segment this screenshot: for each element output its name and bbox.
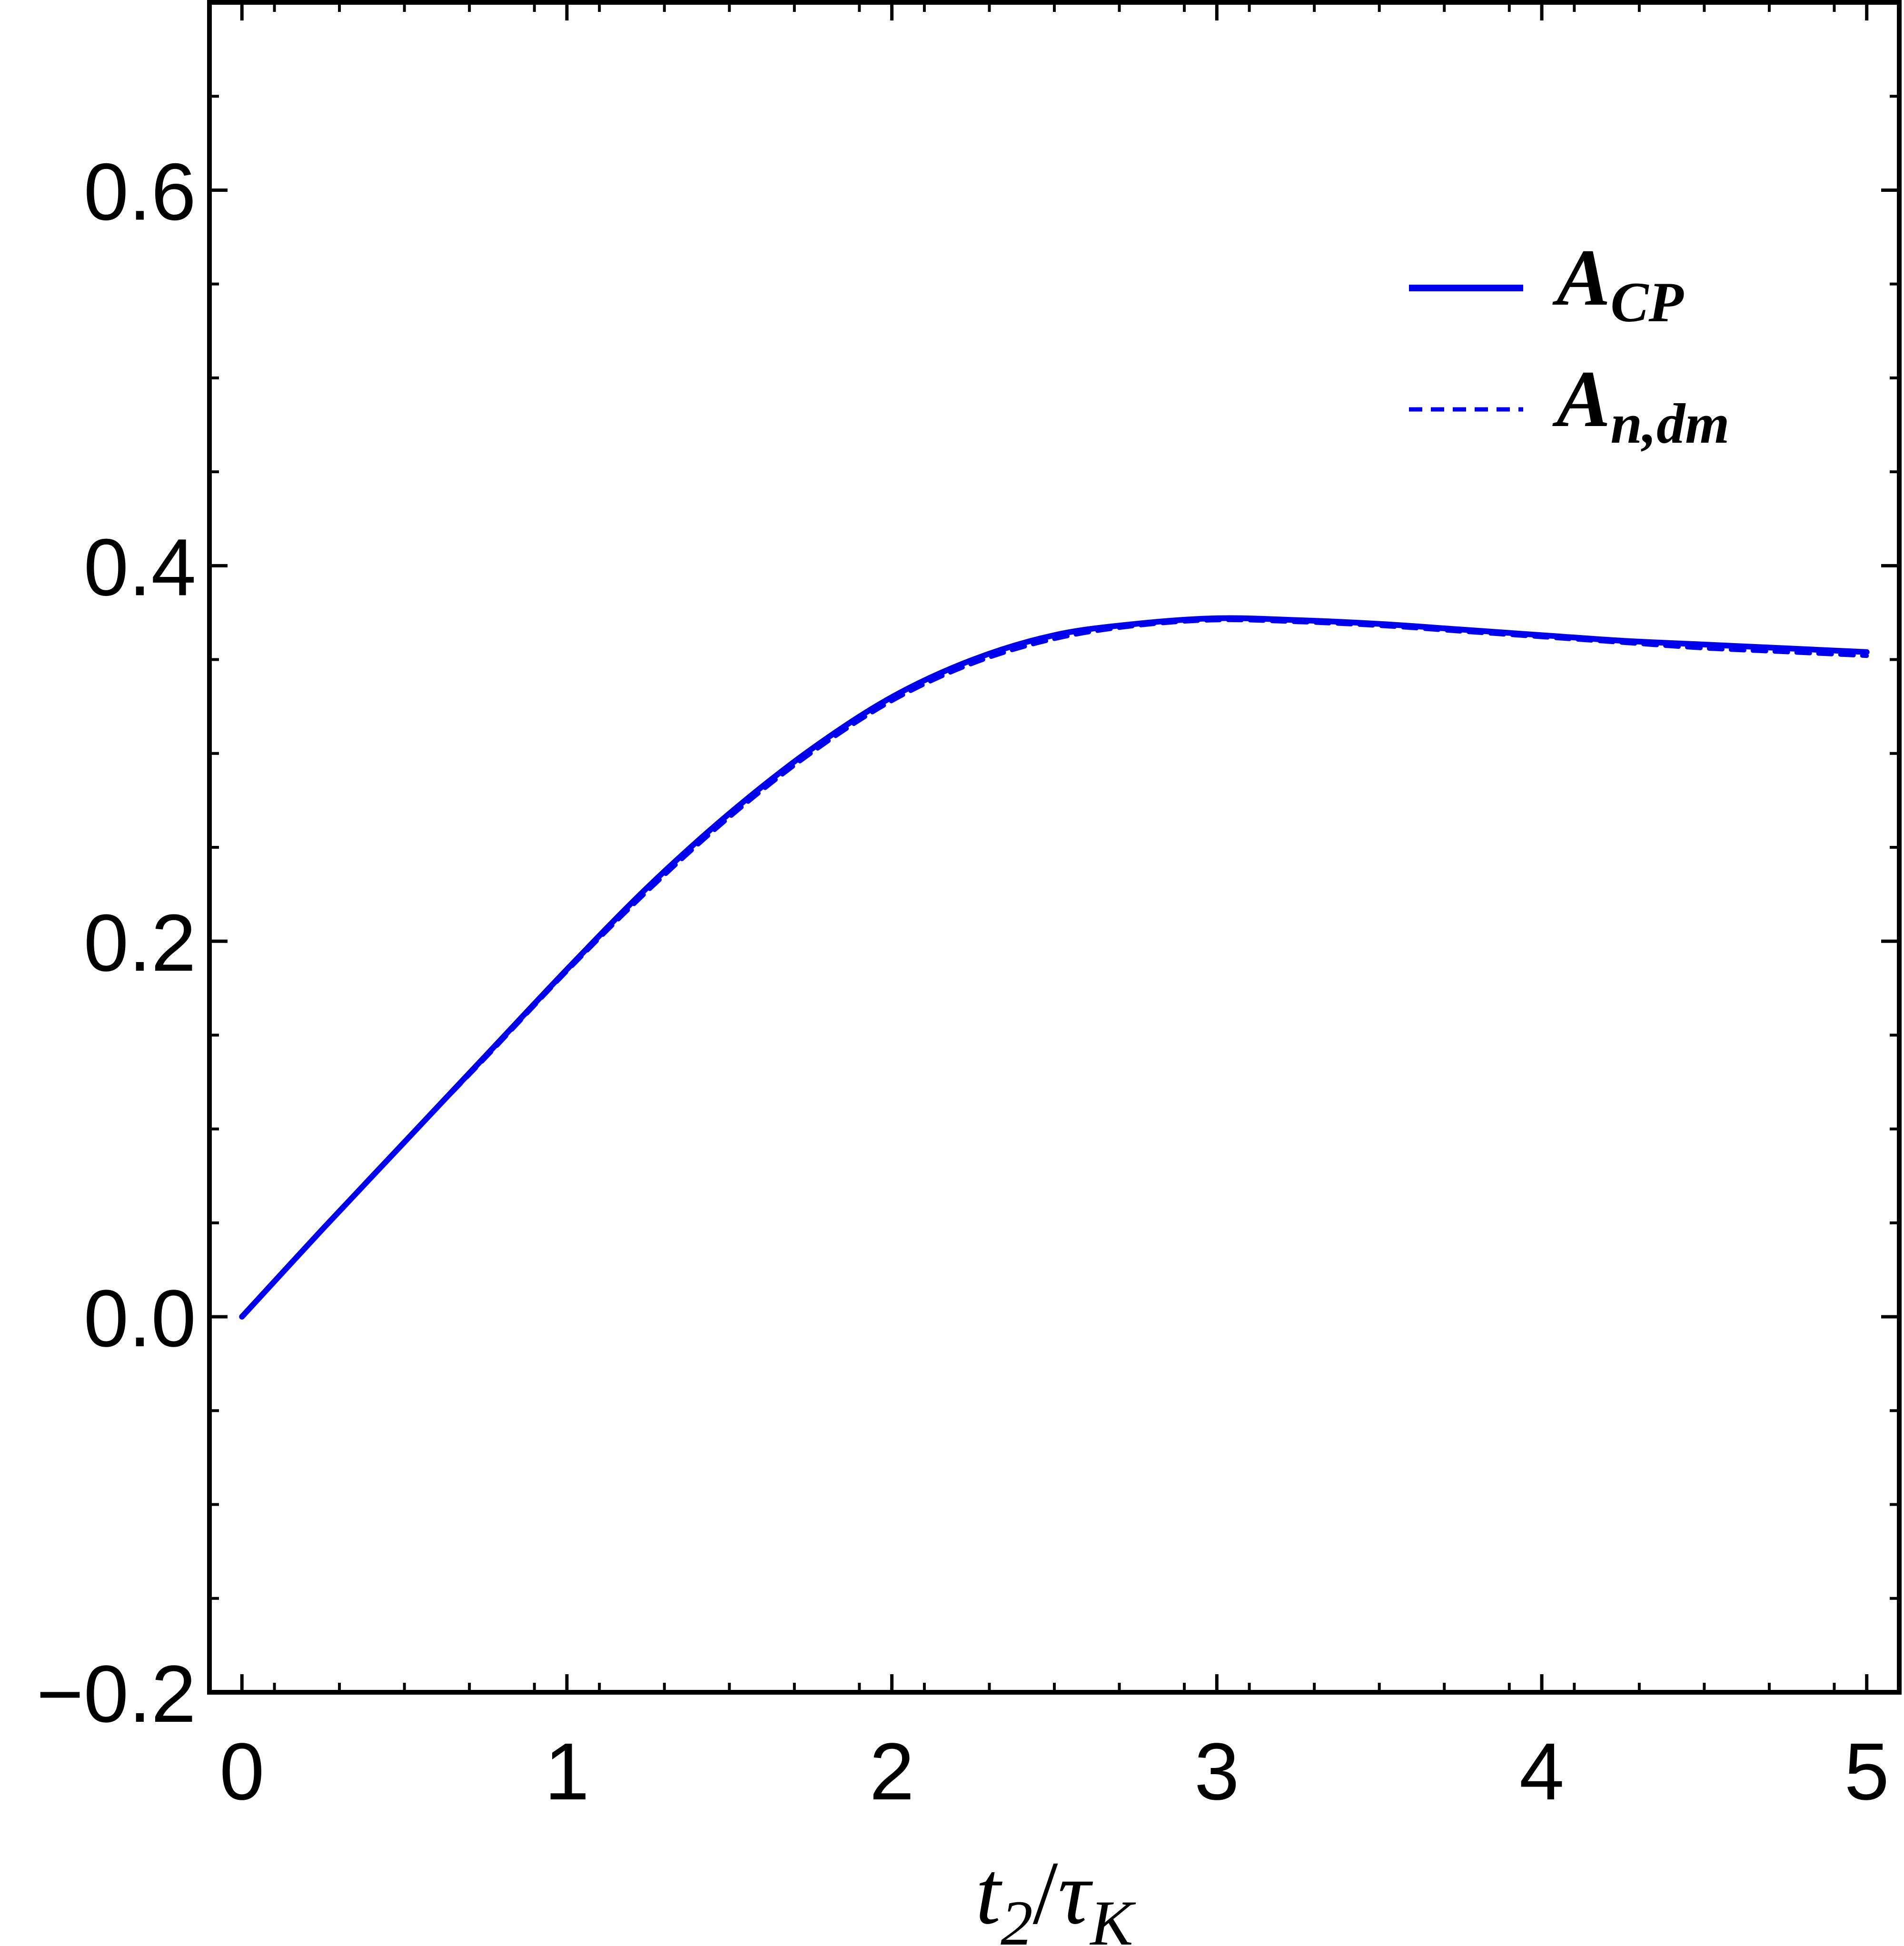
x-axis-title-sub: 2 (1001, 1888, 1033, 1946)
y-tick-label: 0.4 (84, 522, 196, 613)
x-tick-label: 5 (1844, 1727, 1889, 1817)
x-axis-title-sep: / (1033, 1843, 1058, 1943)
y-tick-label: 0.2 (84, 898, 196, 988)
y-tick-label: 0.0 (84, 1273, 196, 1364)
x-tick-label: 3 (1194, 1727, 1240, 1817)
x-axis-title-main: t (975, 1843, 1002, 1943)
legend-label-andm-sub-italic: n (1610, 392, 1642, 455)
x-tick-label: 4 (1519, 1727, 1565, 1817)
legend: ACP An,dm (1409, 233, 1729, 455)
x-axis-title: t2/τK (975, 1843, 1136, 1946)
y-tick-label: −0.2 (36, 1649, 196, 1739)
plot-frame (207, 0, 1902, 1695)
legend-label-acp: ACP (1552, 233, 1684, 334)
x-tick-label: 0 (219, 1727, 265, 1817)
x-tick-labels: 0 1 2 3 4 5 (219, 1727, 1889, 1817)
legend-label-andm-main: A (1552, 354, 1610, 444)
x-tick-label: 2 (869, 1727, 914, 1817)
legend-label-andm: An,dm (1552, 354, 1729, 455)
series-layer (239, 615, 1870, 1320)
series-line-acp (239, 615, 1870, 1320)
y-tick-label: 0.6 (84, 147, 196, 237)
legend-label-acp-main: A (1552, 233, 1610, 322)
x-axis-title-sub2: K (1090, 1888, 1136, 1946)
legend-label-andm-sub: ,dm (1641, 392, 1729, 455)
x-tick-label: 1 (545, 1727, 590, 1817)
y-tick-labels: −0.2 0.0 0.2 0.4 0.6 (36, 147, 196, 1739)
x-axis-title-main2: τ (1058, 1843, 1093, 1943)
legend-label-acp-sub: CP (1610, 270, 1684, 334)
